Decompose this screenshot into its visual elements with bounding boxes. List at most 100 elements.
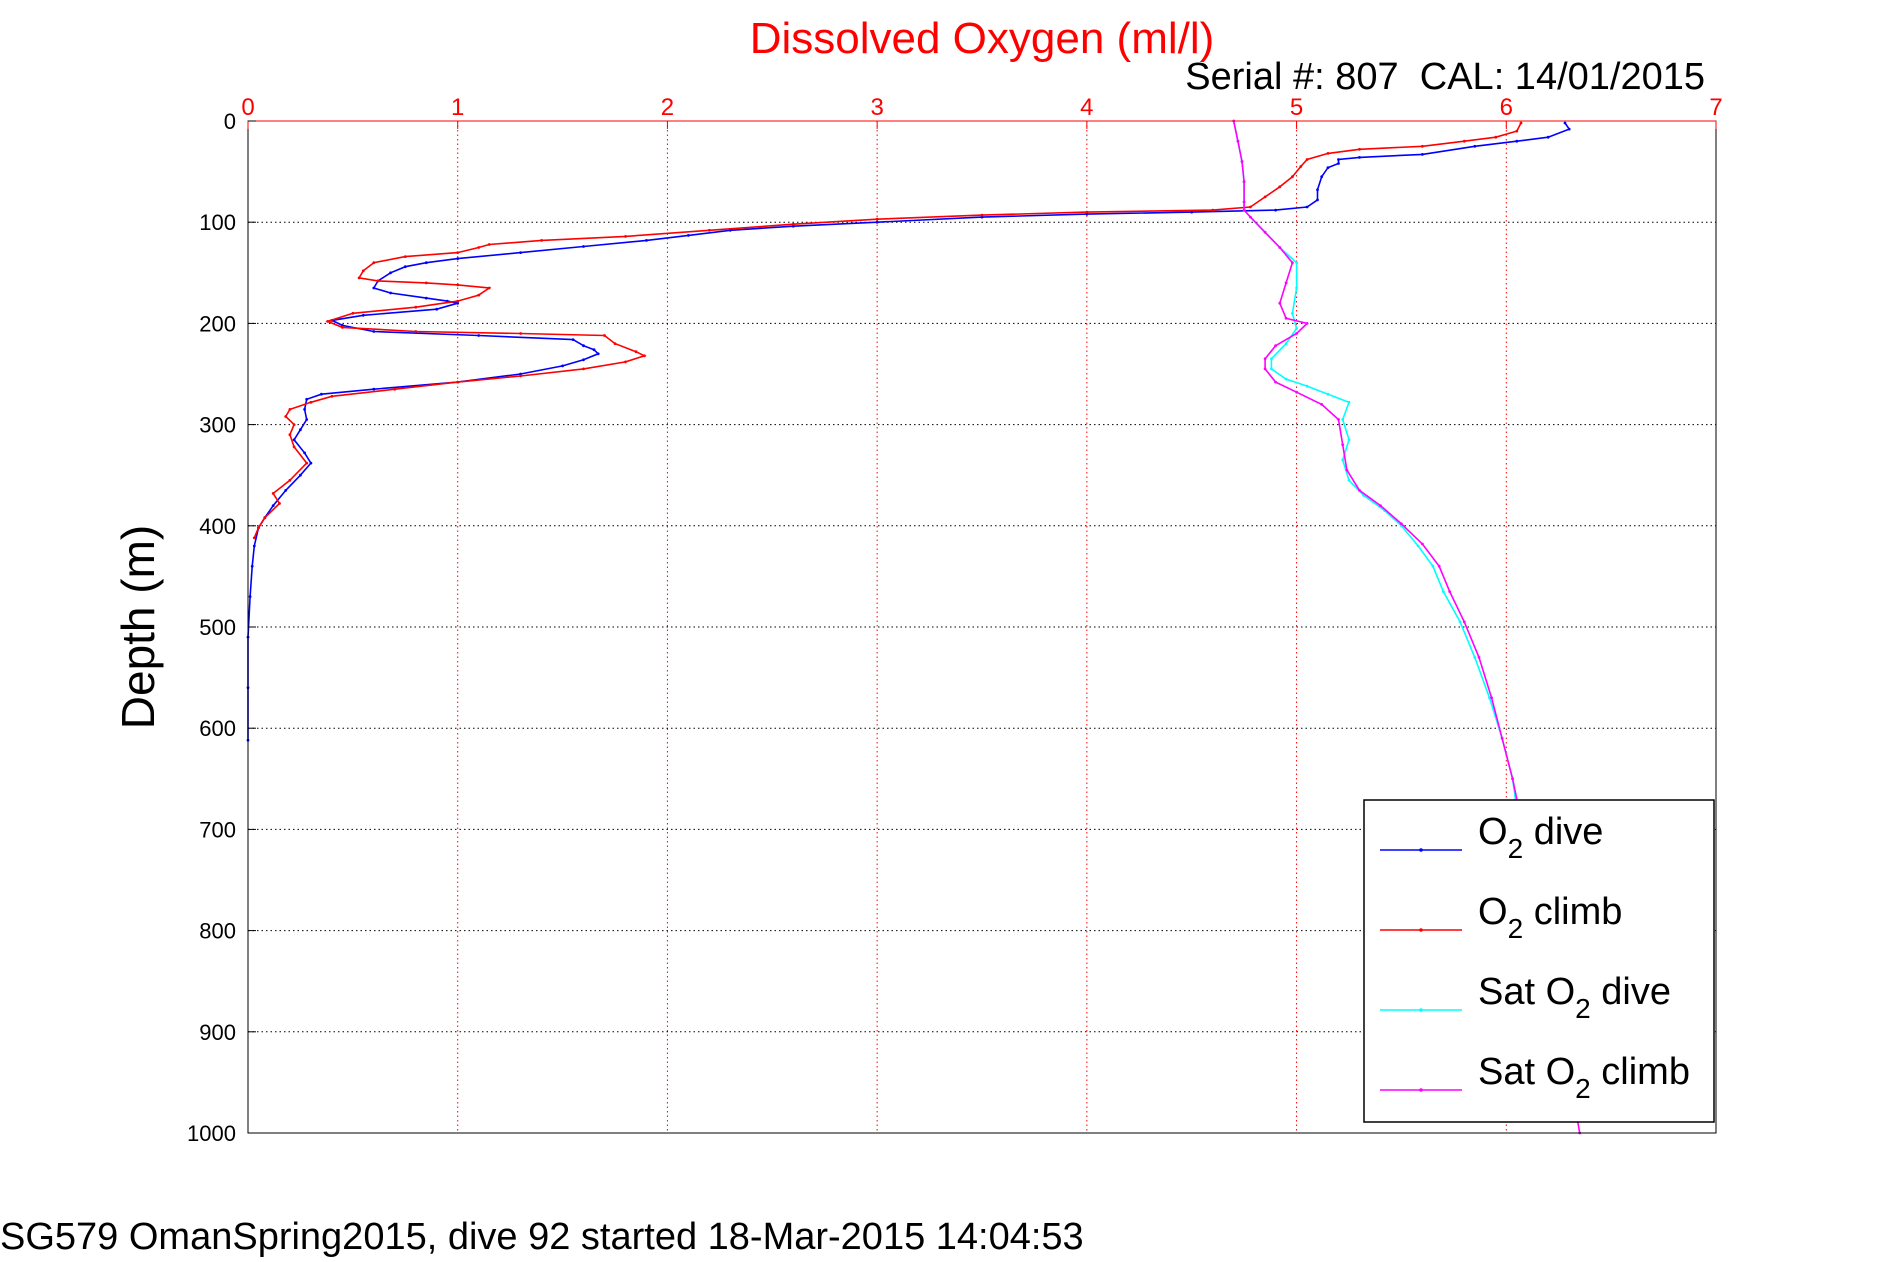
data-point (271, 504, 275, 507)
y-tick-label: 0 (224, 109, 236, 134)
data-point (1316, 198, 1319, 202)
data-point (1458, 620, 1462, 624)
data-point (1462, 139, 1466, 143)
data-point (592, 348, 596, 352)
data-point (687, 234, 690, 237)
data-point (403, 265, 407, 269)
data-point (980, 213, 984, 217)
data-point (1305, 158, 1309, 161)
data-point (278, 502, 281, 505)
data-point (1431, 564, 1435, 568)
data-point (1291, 261, 1294, 265)
data-point (456, 380, 460, 384)
data-point (1284, 281, 1288, 285)
data-point (624, 360, 627, 364)
series-0 (246, 121, 1571, 742)
data-point (292, 438, 296, 442)
data-point (634, 350, 638, 354)
data-point (456, 283, 460, 287)
x-tick-label: 7 (1709, 94, 1722, 121)
data-point (1242, 208, 1246, 212)
data-point (305, 418, 309, 421)
legend-label: O2 dive (1478, 811, 1603, 864)
data-point (1278, 301, 1282, 305)
data-point (1263, 195, 1267, 199)
data-point (1326, 392, 1330, 396)
y-tick-labels: 0 100 200 300 400 500 600 700 800 900 1000 (187, 109, 256, 1146)
x-tick-label: 2 (661, 94, 674, 121)
data-point (1278, 246, 1282, 249)
data-point (1284, 316, 1288, 320)
data-point (288, 408, 292, 411)
y-tick-label: 600 (199, 716, 236, 741)
footer-text: SG579 OmanSpring2015, dive 92 started 18… (0, 1216, 1084, 1258)
data-point (1263, 230, 1267, 234)
data-point (582, 367, 585, 371)
data-point (1347, 400, 1351, 404)
data-point (1337, 418, 1340, 421)
y-tick-label: 200 (199, 311, 236, 336)
data-point (1242, 200, 1246, 204)
data-point (1320, 403, 1324, 406)
data-point (1416, 544, 1420, 548)
data-point (456, 301, 460, 305)
series-line (1232, 120, 1581, 1134)
data-point (456, 251, 460, 255)
data-point (1358, 489, 1361, 492)
data-point (519, 374, 522, 378)
data-point (271, 492, 275, 495)
data-point (372, 387, 376, 391)
data-point (1567, 127, 1571, 131)
data-point (1295, 261, 1298, 265)
data-point (1190, 210, 1194, 214)
data-point (1490, 696, 1493, 700)
data-point (519, 251, 522, 255)
data-point (1305, 322, 1309, 325)
data-point (424, 296, 428, 300)
data-point (1494, 135, 1498, 139)
data-point (351, 311, 355, 315)
data-point (1488, 696, 1491, 700)
data-point (361, 269, 365, 273)
data-point (305, 461, 309, 465)
data-point (1473, 656, 1477, 659)
data-point (1341, 458, 1345, 462)
data-point (1337, 158, 1340, 161)
data-point (1211, 208, 1215, 212)
data-point (1274, 208, 1277, 212)
data-point (1263, 367, 1267, 371)
data-point (330, 394, 334, 398)
y-tick-label: 300 (199, 413, 236, 438)
data-point (320, 392, 323, 396)
data-point (1341, 443, 1345, 447)
data-point (1295, 286, 1298, 290)
data-point (435, 307, 439, 311)
data-point (393, 387, 397, 391)
data-point (456, 257, 460, 260)
data-point (1358, 156, 1361, 159)
data-point (1421, 542, 1424, 546)
data-point (372, 330, 376, 333)
data-point (540, 239, 543, 242)
data-point (1316, 188, 1319, 192)
legend-marker (1419, 1088, 1423, 1092)
data-point (1341, 418, 1345, 421)
data-point (708, 228, 711, 232)
series-lines (246, 119, 1582, 1135)
data-point (1270, 357, 1273, 361)
legend-marker (1419, 848, 1423, 852)
data-point (1337, 162, 1340, 165)
data-point (1305, 205, 1309, 209)
data-point (1345, 468, 1349, 472)
data-point (263, 516, 267, 520)
series-1 (252, 121, 1523, 540)
y-tick-label: 700 (199, 817, 236, 842)
x-tick-label: 3 (870, 94, 883, 121)
data-point (1242, 180, 1246, 184)
data-point (582, 358, 585, 362)
data-point (1379, 504, 1382, 507)
data-point (875, 220, 879, 224)
data-point (248, 595, 252, 598)
x-tick-label: 5 (1290, 94, 1303, 121)
data-point (456, 299, 460, 303)
